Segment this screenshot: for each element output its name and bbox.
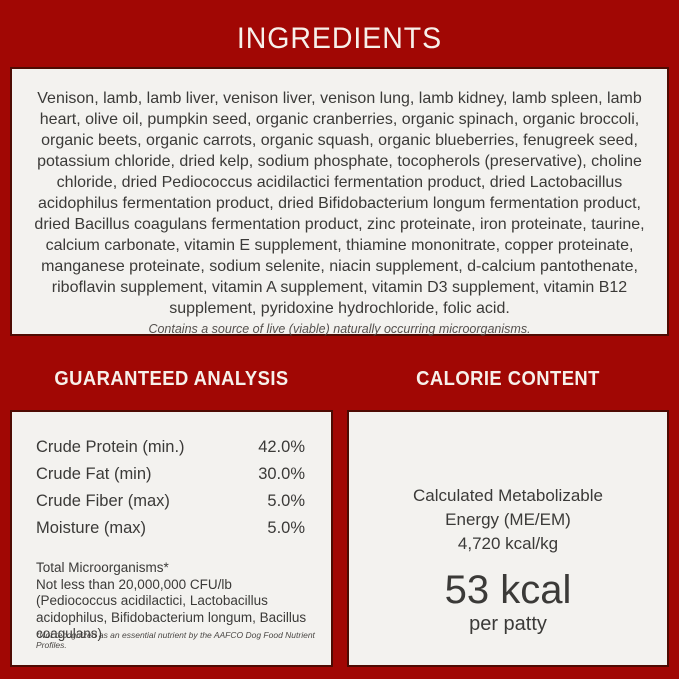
micro-title: Total Microorganisms*	[36, 560, 169, 575]
analysis-label: Moisture (max)	[36, 519, 147, 537]
analysis-label: Crude Fat (min)	[36, 465, 152, 483]
analysis-label: Crude Protein (min.)	[36, 438, 185, 456]
table-row: Moisture (max) 5.0%	[36, 515, 305, 542]
guaranteed-analysis-panel: Crude Protein (min.) 42.0% Crude Fat (mi…	[10, 410, 333, 667]
analysis-rows: Crude Protein (min.) 42.0% Crude Fat (mi…	[36, 434, 305, 542]
ingredients-panel: Venison, lamb, lamb liver, venison liver…	[10, 67, 669, 336]
guaranteed-analysis-header: GUARANTEED ANALYSIS	[54, 368, 289, 390]
table-row: Crude Protein (min.) 42.0%	[36, 434, 305, 461]
energy-per-kg-value: 4,720 kcal/kg	[457, 534, 559, 553]
analysis-value: 42.0%	[258, 438, 305, 456]
micro-text: Not less than 20,000,000 CFU/lb (Pedioco…	[36, 576, 307, 642]
aafco-footnote: *Not recognized as an essential nutrient…	[36, 630, 315, 650]
analysis-value: 5.0%	[267, 519, 305, 537]
microorganisms-note: Contains a source of live (viable) natur…	[148, 322, 531, 336]
calorie-stack: Calculated Metabolizable Energy (ME/EM) …	[349, 484, 667, 636]
analysis-value: 30.0%	[258, 465, 305, 483]
page-title: INGREDIENTS	[236, 22, 443, 55]
analysis-value: 5.0%	[267, 492, 305, 510]
ingredients-list: Venison, lamb, lamb liver, venison liver…	[34, 90, 645, 317]
table-row: Crude Fiber (max) 5.0%	[36, 488, 305, 515]
metabolizable-energy-label: Calculated Metabolizable Energy (ME/EM)	[413, 486, 603, 529]
calorie-content-header: CALORIE CONTENT	[416, 368, 600, 390]
analysis-label: Crude Fiber (max)	[36, 492, 170, 510]
kcal-per-patty-unit: per patty	[469, 613, 547, 635]
table-row: Crude Fat (min) 30.0%	[36, 461, 305, 488]
kcal-per-patty-value: 53 kcal	[444, 568, 572, 612]
total-microorganisms-block: Total Microorganisms* Not less than 20,0…	[36, 560, 307, 643]
calorie-content-panel: Calculated Metabolizable Energy (ME/EM) …	[347, 410, 669, 667]
